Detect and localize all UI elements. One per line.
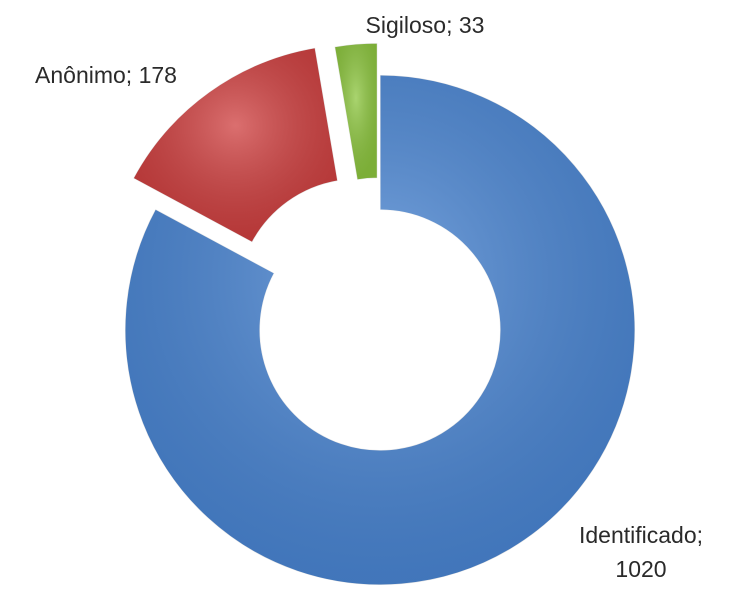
data-label: Anônimo; 178	[35, 62, 177, 88]
data-label: Sigiloso; 33	[365, 12, 485, 38]
data-label: Identificado; 1020	[578, 522, 704, 582]
donut-slice	[333, 42, 378, 181]
